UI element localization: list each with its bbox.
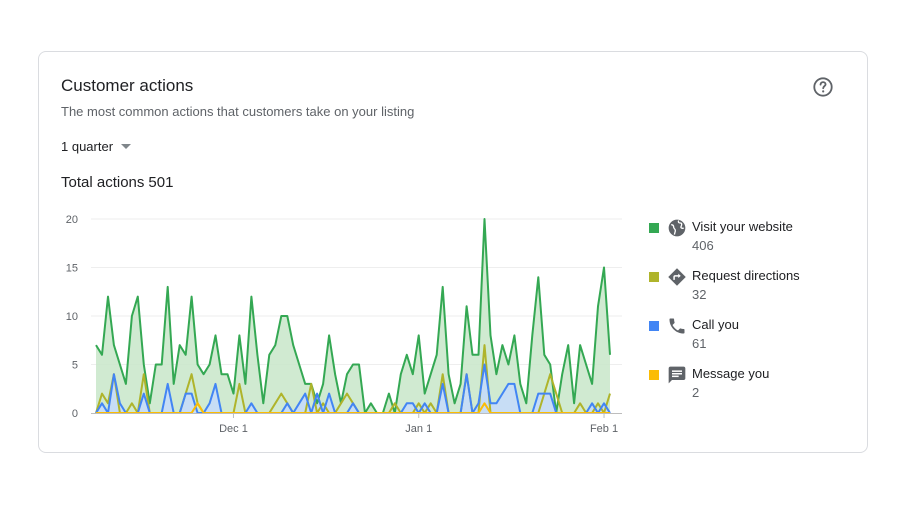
y-tick-label: 15 [66,263,78,275]
total-actions-label: Total actions [61,174,145,191]
y-tick-label: 0 [72,408,78,420]
x-tick-label: Dec 1 [219,423,248,435]
series-area [96,219,610,413]
legend-item-visit-website[interactable]: Visit your website 406 [649,218,829,258]
legend-value: 406 [692,238,714,253]
card-subtitle: The most common actions that customers t… [61,104,415,119]
y-tick-label: 20 [66,214,78,226]
directions-icon [668,268,686,286]
time-range-dropdown[interactable]: 1 quarter [61,139,132,154]
legend-item-message-you[interactable]: Message you 2 [649,365,829,405]
legend-swatch [649,223,659,233]
legend-swatch [649,370,659,380]
globe-icon [668,219,686,237]
message-icon [668,366,686,384]
legend-value: 2 [692,385,700,400]
legend-label: Request directions [692,268,800,283]
customer-actions-card: Customer actions The most common actions… [38,51,868,453]
legend-swatch [649,321,659,331]
chart-area-fills [96,219,610,413]
y-tick-label: 5 [72,360,78,372]
legend-value: 32 [692,287,707,302]
dropdown-caret-icon [121,144,132,149]
legend-label: Call you [692,317,739,332]
phone-icon [669,318,685,334]
legend-value: 61 [692,336,707,351]
actions-area-chart: 0 5 10 15 20 Dec 1 Jan 1 Feb 1 [66,214,622,435]
series-area [96,364,610,413]
y-tick-label: 10 [66,311,78,323]
legend-item-call-you[interactable]: Call you 61 [649,316,829,356]
help-circle-icon[interactable] [812,76,834,98]
x-tick-label: Jan 1 [405,423,432,435]
card-title: Customer actions [61,76,194,95]
chart-axes: 0 5 10 15 20 Dec 1 Jan 1 Feb 1 [66,214,622,435]
legend-label: Message you [692,366,770,381]
total-actions-value: 501 [148,174,174,191]
total-actions: Total actions 501 [61,174,177,191]
legend-item-request-directions[interactable]: Request directions 32 [649,267,829,307]
legend-swatch [649,272,659,282]
series-line [95,218,611,414]
legend-label: Visit your website [692,219,793,234]
x-tick-label: Feb 1 [590,423,618,435]
time-range-label: 1 quarter [61,139,114,154]
